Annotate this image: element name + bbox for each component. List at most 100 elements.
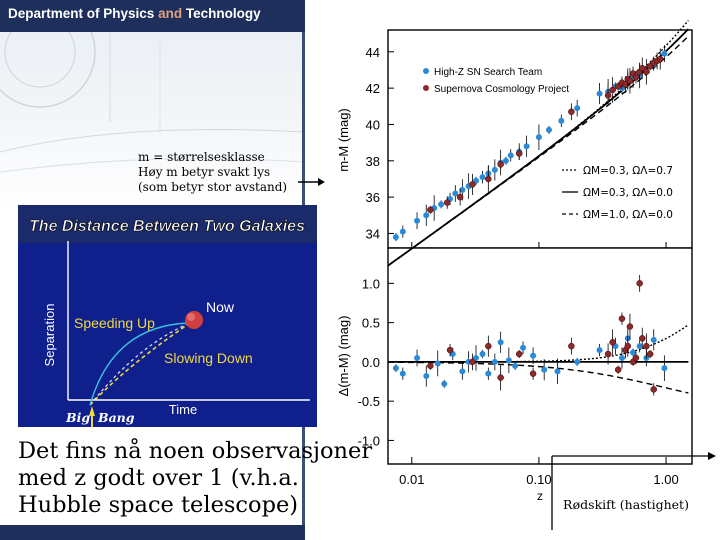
survey-legend-label: High-Z SN Search Team [434,67,542,78]
redshift-label: Rødskift (hastighet) [563,497,689,512]
note-line-1: m = størrelsesklasse [138,150,265,164]
top-y-ticks: 44 42 40 38 36 34 [366,45,394,241]
hubble-diagram: 44 42 40 38 36 34 1.0 0.5 0.0 -0.5 -1.0 0.01 0.10 1… [336,19,693,503]
speeding-up-curve [89,322,191,406]
survey-legend-marker [423,68,429,74]
bottom-point-high-z [497,339,504,346]
bottom-point-scp [614,366,622,373]
bottom-point-high-z [512,362,519,369]
top-ytick-label: 38 [366,154,380,169]
x-ticks: 0.01 0.10 1.00 [399,242,679,487]
slowing-down-label: Slowing Down [164,350,253,366]
bottom-point-high-z [650,336,657,343]
survey-legend-label: Supernova Cosmology Project [434,84,569,95]
top-point-high-z [423,212,430,219]
now-marker [185,311,203,329]
bottom-point-scp [568,342,575,350]
top-point-high-z [507,152,514,159]
bottom-point-high-z [399,370,406,377]
bottom-point-high-z [530,352,537,359]
top-point-high-z [414,217,421,224]
magnitude-note: m = størrelsesklasse Høy m betyr svakt l… [138,150,287,195]
top-point-scp [622,81,629,88]
diagram-xlabel: Time [169,402,197,417]
top-point-high-z [661,50,668,57]
bottom-point-scp [446,346,454,354]
top-point-scp [456,193,464,201]
model-legend: ΩM=0.3, ΩΛ=0.7 ΩM=0.3, ΩΛ=0.0 ΩM=1.0, ΩΛ=0… [562,165,673,221]
top-point-scp [443,199,451,206]
top-point-scp [604,92,612,99]
top-point-scp [469,181,476,188]
bottom-ylabel: Δ(m-M) (mag) [336,316,351,397]
bottom-point-scp [485,342,492,350]
top-ytick-label: 42 [366,81,380,96]
survey-legend-marker [423,85,429,91]
survey-legend: High-Z SN Search Team Supernova Cosmology… [423,67,569,95]
top-point-high-z [452,190,459,197]
top-ytick-label: 36 [366,190,380,205]
top-point-high-z [558,117,565,124]
top-point-high-z [596,90,603,97]
department-title: Department of Physics and Technology [8,6,261,21]
top-point-scp [632,73,640,81]
bottom-point-scp [529,370,537,377]
bottom-strip [0,525,305,540]
top-point-scp [609,86,616,94]
top-point-scp [485,175,492,183]
bottom-point-scp [636,280,643,287]
body-line-2: med z godt over 1 (v.h.a. [18,465,299,491]
xtick-label: 0.01 [399,472,424,487]
bottom-point-scp [604,350,612,358]
model-curve-flat-matter-top [387,35,689,267]
top-point-high-z [438,201,445,208]
redshift-arrow [551,452,716,530]
body-text: Det fins nå noen observasjoner med z god… [18,438,372,519]
top-point-high-z [479,174,486,181]
xtick-label: 0.10 [526,472,551,487]
bottom-point-high-z [630,349,637,356]
big-label: Big [65,410,90,425]
top-point-high-z [459,186,466,193]
pointer-arrow [298,178,325,186]
bottom-ytick-label: -0.5 [358,394,380,409]
top-point-scp [515,150,523,157]
model-legend-label: ΩM=0.3, ΩΛ=0.7 [583,165,673,177]
top-point-scp [497,161,504,168]
top-point-scp [656,55,664,63]
note-line-2: Høy m betyr svakt lys [138,165,271,179]
top-point-scp [568,108,575,115]
top-point-high-z [535,134,542,141]
bottom-point-high-z [491,358,498,365]
top-point-high-z [574,105,581,112]
bottom-point-high-z [554,368,561,375]
top-point-high-z [523,143,530,150]
note-line-3: (som betyr stor avstand) [138,180,288,194]
bottom-ytick-label: 0.0 [362,355,380,370]
top-point-high-z [491,166,498,173]
bottom-point-scp [469,358,476,366]
model-legend-label: ΩM=1.0, ΩΛ=0.0 [583,209,673,221]
bottom-point-scp [624,342,632,350]
big-bang-arrow [89,406,95,416]
diagram-title-band [18,205,317,243]
now-label: Now [206,299,235,315]
bottom-point-high-z [434,360,441,367]
bottom-point-high-z [423,373,430,380]
diagram-title: The Distance Between Two Galaxies [29,218,305,235]
bottom-point-high-z [392,365,399,372]
bottom-point-high-z [414,354,421,361]
bottom-point-high-z [505,357,512,364]
bottom-point-high-z [636,343,643,350]
top-point-high-z [545,126,552,133]
bottom-point-scp [643,342,650,350]
bottom-point-high-z [459,368,466,375]
top-point-scp [626,77,634,85]
top-point-scp [639,64,646,72]
model-curves [387,19,690,394]
speeding-up-label: Speeding Up [74,315,155,331]
bottom-point-scp [609,339,616,346]
bottom-point-high-z [618,354,625,361]
bottom-point-scp [618,315,626,322]
